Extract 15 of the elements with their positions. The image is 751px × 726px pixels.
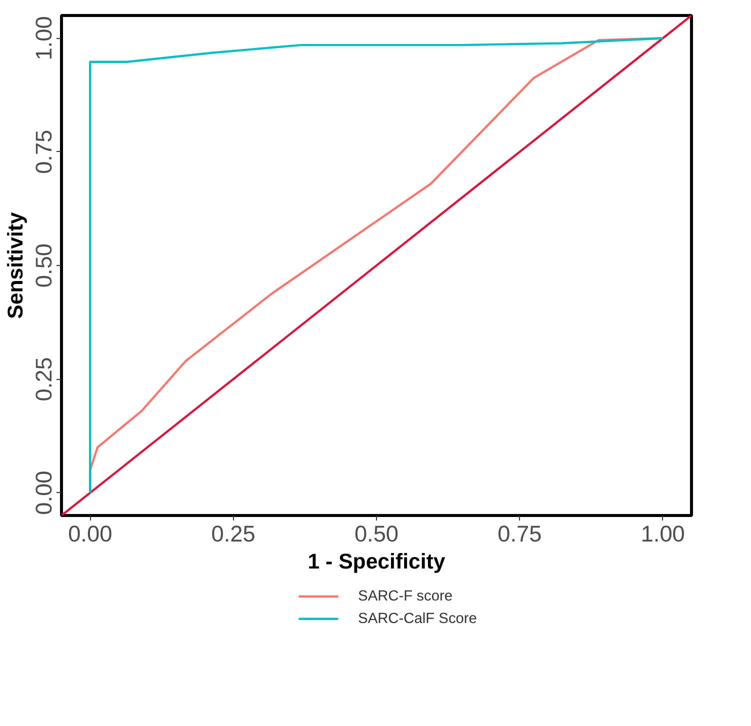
x-tick-label: 0.75 xyxy=(498,520,542,546)
y-tick-label: 0.75 xyxy=(30,130,56,174)
x-tick-label: 1.00 xyxy=(640,520,685,546)
line-series xyxy=(89,37,664,494)
x-tick-label: 0.50 xyxy=(354,520,399,546)
x-tick-label: 0.25 xyxy=(211,520,256,546)
legend-label: SARC-F score xyxy=(358,588,453,604)
y-tick-label: 0.25 xyxy=(30,357,56,402)
x-tick-label: 0.00 xyxy=(68,520,112,546)
y-tick-label: 1.00 xyxy=(30,16,56,60)
legend-label: SARC-CalF Score xyxy=(358,610,477,627)
x-axis-title: 1 - Specificity xyxy=(308,550,446,574)
y-axis-title: Sensitivity xyxy=(4,212,28,319)
y-tick-label: 0.50 xyxy=(30,243,56,288)
y-tick-label: 0.00 xyxy=(30,470,56,515)
